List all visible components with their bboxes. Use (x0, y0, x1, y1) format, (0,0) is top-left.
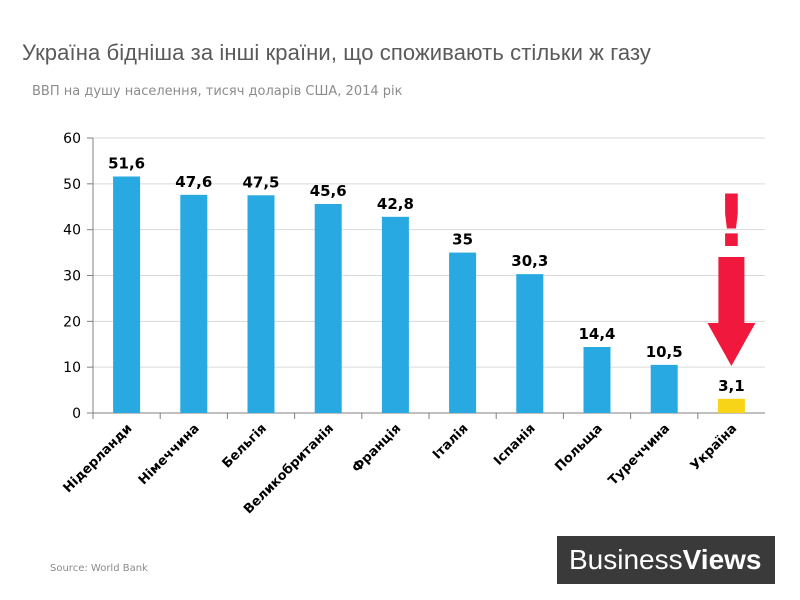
data-label: 47,6 (175, 173, 212, 191)
bar-10 (717, 398, 745, 413)
y-tick-label: 30 (63, 269, 81, 285)
y-tick-label: 50 (63, 177, 81, 193)
category-label: Бельгія (220, 421, 270, 471)
data-label: 3,1 (718, 377, 745, 395)
logo-text-business: Business (569, 544, 683, 575)
y-tick-label: 60 (63, 131, 81, 147)
category-label: Німеччина (136, 421, 203, 488)
chart-title: Україна бідніша за інші країни, що спожи… (22, 40, 651, 65)
data-label: 14,4 (578, 325, 615, 343)
source-note: Source: World Bank (50, 563, 148, 574)
exclamation-mark: ! (715, 179, 748, 263)
category-label: Іспанія (491, 421, 538, 468)
data-label: 42,8 (377, 195, 414, 213)
category-label: Польща (552, 421, 606, 475)
data-label: 45,6 (310, 182, 347, 200)
logo-text-views: Views (682, 544, 762, 575)
bar-5 (381, 216, 409, 413)
down-arrow-icon (707, 257, 756, 366)
y-tick-label: 20 (63, 314, 81, 330)
y-tick-label: 10 (63, 360, 81, 376)
data-label: 30,3 (511, 252, 548, 270)
bar-7 (516, 274, 544, 413)
data-label: 51,6 (108, 155, 145, 173)
bar-6 (449, 252, 477, 413)
category-label: Нідерланди (61, 421, 136, 496)
business-views-logo: BusinessViews (557, 536, 775, 584)
category-label: Україна (688, 421, 740, 473)
chart-subtitle: ВВП на душу населення, тисяч доларів США… (32, 84, 403, 99)
bar-2 (180, 194, 208, 413)
category-label: Італія (430, 421, 471, 462)
bar-8 (583, 347, 611, 413)
y-tick-label: 40 (63, 223, 81, 239)
category-label: Франція (349, 421, 404, 476)
bar-4 (314, 204, 342, 413)
y-tick-label: 0 (72, 406, 81, 422)
data-label: 35 (452, 231, 473, 249)
bar-3 (247, 195, 275, 413)
data-label: 10,5 (646, 343, 683, 361)
bar-1 (113, 176, 141, 413)
category-label: Туреччина (606, 421, 673, 488)
bar-9 (650, 364, 678, 413)
data-label: 47,5 (242, 173, 279, 191)
